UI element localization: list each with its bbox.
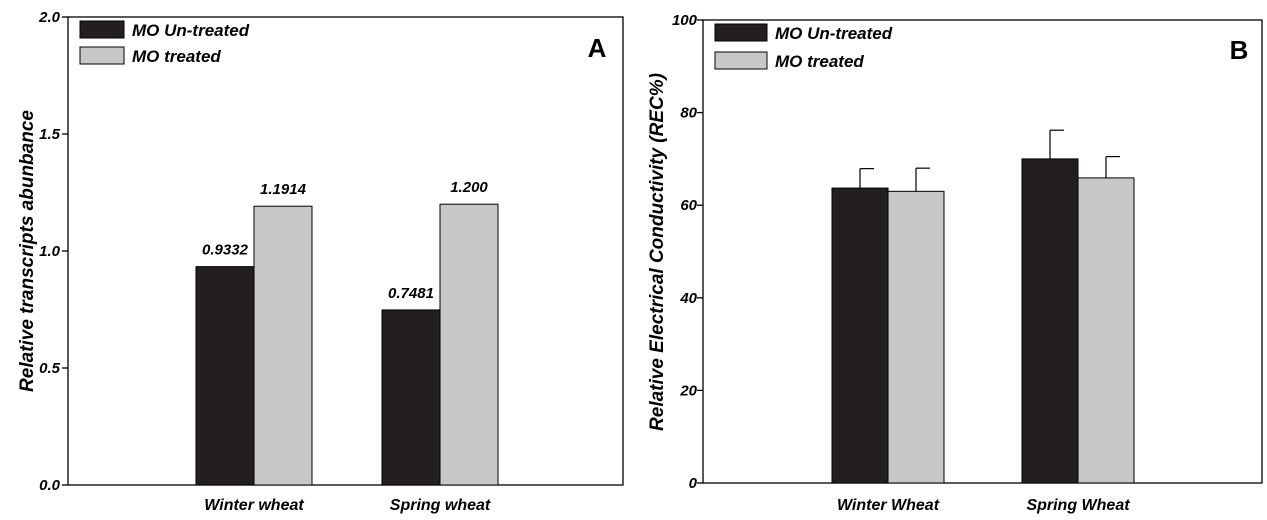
b-bar: [831, 187, 889, 484]
b-legend-entry: MO Un-treated: [775, 24, 893, 43]
a-legend-swatch: [79, 20, 125, 39]
b-category-label: Spring Wheat: [1026, 497, 1130, 514]
b-panel-label: B: [1230, 35, 1249, 65]
a-legend-entry: MO Un-treated: [132, 21, 250, 40]
a-bar: [439, 203, 499, 486]
b-legend-entry: MO treated: [775, 52, 864, 71]
a-y-tick-label: 2.0: [38, 9, 61, 26]
b-y-tick-label: 20: [679, 382, 697, 399]
b-bar: [1077, 177, 1135, 484]
a-y-tick-label: 0.5: [39, 360, 61, 377]
a-y-tick-label: 1.5: [39, 126, 61, 143]
a-category-label: Spring wheat: [390, 497, 491, 514]
b-y-tick-label: 100: [672, 12, 698, 29]
chart-panel-a: 0.0 0.5 1.0 1.5 2.0 Relative transcripts abun…: [17, 9, 624, 514]
b-y-tick-label: 40: [679, 290, 697, 307]
a-bar: [253, 205, 313, 486]
a-y-tick-label: 0.0: [39, 477, 61, 494]
a-panel-label: A: [588, 33, 607, 63]
chart-panel-b: 0 20 40 60 80 100 Relative Electrical Conducti…: [647, 12, 1263, 514]
b-bar: [1021, 158, 1079, 484]
b-y-axis-label: Relative Electrical Conductivity (REC%): [647, 73, 668, 431]
a-category-label: Winter wheat: [204, 497, 304, 514]
a-data-label: 1.200: [450, 179, 488, 196]
b-y-tick-label: 60: [680, 197, 697, 214]
a-plot-frame: [67, 16, 624, 486]
b-legend-swatch: [714, 23, 768, 42]
a-y-axis-label: Relative transcripts abunbance: [17, 110, 38, 392]
a-bar: [195, 266, 255, 486]
a-y-tick-label: 1.0: [39, 243, 61, 260]
b-plot-frame: [702, 19, 1263, 484]
a-legend-swatch: [79, 46, 125, 65]
b-y-tick-label: 80: [680, 105, 697, 122]
a-data-label: 0.9332: [202, 242, 249, 259]
b-category-label: Winter Wheat: [837, 497, 940, 514]
a-legend-entry: MO treated: [132, 47, 221, 66]
b-bar: [887, 190, 945, 484]
b-legend-swatch: [714, 51, 768, 70]
a-data-label: 1.1914: [260, 181, 307, 198]
a-data-label: 0.7481: [388, 285, 434, 302]
b-y-tick-label: 0: [689, 475, 698, 492]
a-bar: [381, 309, 441, 486]
